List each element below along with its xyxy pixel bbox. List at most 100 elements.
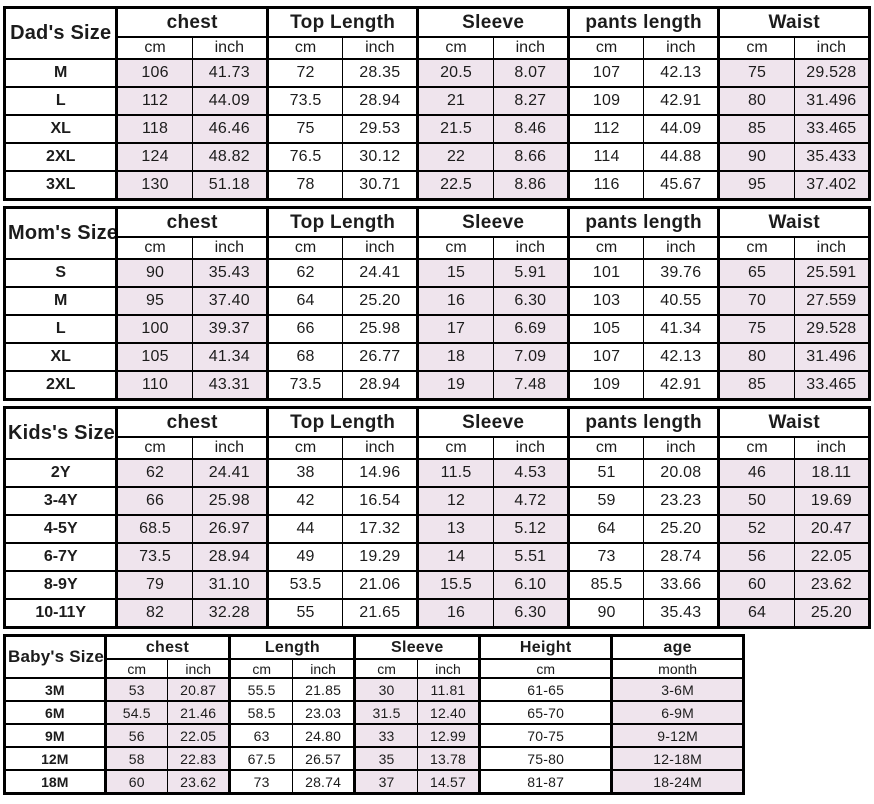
value-cell: 23.03 [291, 700, 356, 725]
unit-header: inch [492, 36, 569, 60]
value-cell: 41.34 [191, 342, 268, 372]
value-cell: 14 [416, 542, 494, 572]
value-cell: 21 [416, 86, 494, 116]
value-cell: 109 [566, 86, 645, 116]
value-cell: 95 [115, 286, 193, 316]
value-cell: 41.73 [191, 58, 268, 88]
value-cell: 116 [566, 170, 645, 201]
value-cell: 12 [416, 486, 494, 516]
table-row: 6M 54.5 21.46 58.5 23.03 31.5 12.40 65-70 6-9M [4, 700, 745, 725]
value-cell: 43.31 [191, 370, 268, 401]
value-cell: 44.09 [643, 114, 720, 144]
value-cell: 29.53 [342, 114, 419, 144]
size-label: 2Y [3, 458, 118, 488]
value-cell: 81-87 [478, 769, 613, 795]
value-cell: 11.81 [416, 677, 481, 702]
value-cell: 20.5 [416, 58, 494, 88]
value-cell: 112 [115, 86, 193, 116]
value-cell: 80 [717, 342, 795, 372]
value-cell: 55.5 [228, 677, 293, 702]
value-cell: 4.72 [492, 486, 569, 516]
value-cell: 53 [103, 677, 168, 702]
value-cell: 85.5 [566, 570, 645, 600]
value-cell: 30 [353, 677, 418, 702]
value-cell: 35.43 [643, 598, 720, 629]
value-cell: 78 [265, 170, 344, 201]
size-label: M [3, 58, 118, 88]
value-cell: 25.20 [643, 514, 720, 544]
value-cell: 14.96 [342, 458, 419, 488]
unit-header: cm [566, 236, 645, 260]
unit-header: cm [115, 236, 193, 260]
value-cell: 62 [265, 258, 344, 288]
unit-header: cm [478, 658, 613, 679]
value-cell: 75 [717, 314, 795, 344]
unit-header: inch [643, 236, 720, 260]
unit-header: inch [643, 36, 720, 60]
value-cell: 26.97 [191, 514, 268, 544]
value-cell: 22 [416, 142, 494, 172]
value-cell: 28.74 [291, 769, 356, 795]
size-label: XL [3, 342, 118, 372]
column-group-header: chest [115, 206, 268, 238]
column-group-header: age [610, 634, 745, 660]
unit-header: inch [793, 436, 871, 460]
size-label: 6-7Y [3, 542, 118, 572]
value-cell: 105 [115, 342, 193, 372]
value-cell: 38 [265, 458, 344, 488]
value-cell: 11.5 [416, 458, 494, 488]
table-row: 2XL 124 48.82 76.5 30.12 22 8.66 114 44.88 90 35.4… [3, 142, 871, 172]
value-cell: 112 [566, 114, 645, 144]
value-cell: 22.05 [166, 723, 231, 748]
column-group-header: chest [103, 634, 231, 660]
value-cell: 25.20 [793, 598, 871, 629]
value-cell: 25.98 [342, 314, 419, 344]
size-label: L [3, 314, 118, 344]
table-row: S 90 35.43 62 24.41 15 5.91 101 39.76 65 25.591 [3, 258, 871, 288]
unit-header: cm [566, 36, 645, 60]
size-label: 6M [4, 700, 106, 725]
table-row: 9M 56 22.05 63 24.80 33 12.99 70-75 9-12M [4, 723, 745, 748]
value-cell: 6-9M [610, 700, 745, 725]
value-cell: 19.69 [793, 486, 871, 516]
value-cell: 17 [416, 314, 494, 344]
unit-header: cm [717, 436, 795, 460]
column-group-header: pants length [566, 6, 720, 38]
column-group-header: Sleeve [416, 406, 569, 438]
table-row: 8-9Y 79 31.10 53.5 21.06 15.5 6.10 85.5 33.66 60 2… [3, 570, 871, 600]
value-cell: 70-75 [478, 723, 613, 748]
unit-header: cm [265, 36, 344, 60]
value-cell: 90 [566, 598, 645, 629]
unit-header: cm [115, 36, 193, 60]
value-cell: 67.5 [228, 746, 293, 771]
value-cell: 85 [717, 370, 795, 401]
unit-header: inch [191, 436, 268, 460]
value-cell: 32.28 [191, 598, 268, 629]
value-cell: 64 [717, 598, 795, 629]
value-cell: 28.94 [342, 86, 419, 116]
value-cell: 118 [115, 114, 193, 144]
table-row: 6-7Y 73.5 28.94 49 19.29 14 5.51 73 28.74 56 22.05 [3, 542, 871, 572]
value-cell: 24.41 [342, 258, 419, 288]
value-cell: 68.5 [115, 514, 193, 544]
unit-header: inch [492, 436, 569, 460]
size-label: 2XL [3, 142, 118, 172]
table-row: M 106 41.73 72 28.35 20.5 8.07 107 42.13 75 29.528 [3, 58, 871, 88]
value-cell: 18 [416, 342, 494, 372]
size-label: 3M [4, 677, 106, 702]
size-table-mom-s-size: Mom's Size chest Top Length Sleeve pants len… [3, 206, 871, 401]
value-cell: 26.57 [291, 746, 356, 771]
value-cell: 101 [566, 258, 645, 288]
table-row: 10-11Y 82 32.28 55 21.65 16 6.30 90 35.43 64 25.20 [3, 598, 871, 629]
value-cell: 65 [717, 258, 795, 288]
value-cell: 20.08 [643, 458, 720, 488]
column-group-header: Sleeve [416, 206, 569, 238]
value-cell: 58 [103, 746, 168, 771]
value-cell: 42.13 [643, 342, 720, 372]
size-label: 8-9Y [3, 570, 118, 600]
value-cell: 51.18 [191, 170, 268, 201]
value-cell: 76.5 [265, 142, 344, 172]
value-cell: 42.13 [643, 58, 720, 88]
value-cell: 6.30 [492, 598, 569, 629]
